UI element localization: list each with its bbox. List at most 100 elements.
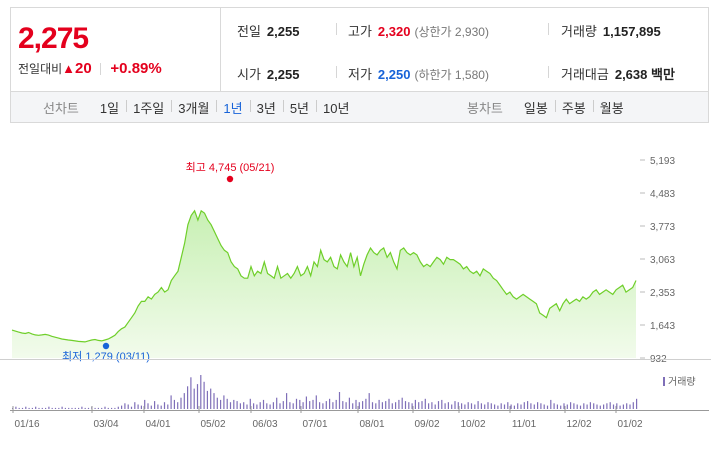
volume-bar <box>368 393 370 409</box>
volume-bar <box>543 404 545 409</box>
volume-bar <box>583 403 585 409</box>
x-axis-line <box>10 410 709 411</box>
volume-bar <box>21 407 24 409</box>
volume-bar <box>404 401 407 409</box>
volume-bar <box>58 407 60 409</box>
volume-bar <box>451 404 453 409</box>
volume-bar <box>609 402 611 409</box>
tab-5year[interactable]: 5년 <box>282 98 316 117</box>
volume-bar <box>160 405 162 409</box>
volume-bar <box>477 401 479 409</box>
volume-bar <box>94 407 96 409</box>
volume-bar <box>81 406 83 409</box>
tab-daily[interactable]: 일봉 <box>523 100 548 116</box>
volume-bar <box>497 405 499 409</box>
volume-bar <box>454 401 456 409</box>
volume-bar <box>378 399 380 409</box>
volume-bar <box>408 402 410 409</box>
volume-bar <box>553 403 555 409</box>
volume-bar <box>616 403 618 409</box>
volume-bar <box>15 406 17 409</box>
high-price: 고가 2,320 (상한가 2,930) <box>348 24 489 39</box>
volume-bar <box>269 404 271 409</box>
volume-bar <box>629 404 631 409</box>
tab-1year[interactable]: 1년 <box>216 98 249 117</box>
volume-bar <box>533 404 535 409</box>
volume-bar <box>546 405 549 409</box>
volume-bar <box>154 401 156 409</box>
up-triangle-icon: ▲ <box>62 61 76 76</box>
volume-bar <box>286 393 288 409</box>
volume-bar <box>358 402 360 409</box>
volume-bar <box>348 397 350 409</box>
volume-bar <box>484 404 486 409</box>
volume-bar <box>210 388 212 409</box>
y-tick-label: 3,773 <box>650 222 675 233</box>
tab-monthly[interactable]: 월봉 <box>592 98 631 117</box>
volume-bar <box>295 398 298 409</box>
volume-bar <box>206 390 208 409</box>
volume-bar <box>434 404 436 409</box>
volume-bar <box>507 402 509 409</box>
x-tick-label: 08/01 <box>359 419 384 430</box>
volume-bar <box>335 399 337 409</box>
volume-bar <box>500 403 502 409</box>
volume-bar <box>603 404 605 409</box>
price-series-line <box>11 209 637 343</box>
tab-3month[interactable]: 3개월 <box>171 98 216 117</box>
divider <box>100 63 102 75</box>
x-tick-label: 11/01 <box>512 419 537 430</box>
volume-bar <box>391 403 393 409</box>
high-annotation: 최고 4,745 (05/21) <box>186 161 275 174</box>
change-value: 20 <box>75 60 92 77</box>
volume-bar <box>200 375 202 409</box>
volume-bar <box>114 407 116 409</box>
volume-bar <box>266 403 268 409</box>
volume-bar <box>606 403 608 409</box>
volume-bar <box>579 405 582 409</box>
volume-bar <box>213 393 215 409</box>
volume-bar <box>573 403 575 409</box>
volume-bar <box>381 402 383 409</box>
volume-bar <box>428 403 430 409</box>
volume-bar <box>385 401 387 409</box>
volume-bar <box>292 403 294 409</box>
chart-divider <box>0 359 711 360</box>
current-price: 2,275 <box>18 22 89 55</box>
tab-1day[interactable]: 1일 <box>99 100 120 116</box>
volume-bar <box>74 407 76 409</box>
tab-10year[interactable]: 10년 <box>316 98 356 117</box>
volume-bar <box>216 397 218 409</box>
volume-bar <box>540 403 542 409</box>
tab-1week[interactable]: 1주일 <box>126 98 171 117</box>
volume-bar <box>31 407 33 409</box>
volume-bar <box>48 406 50 409</box>
volume-bar <box>530 403 532 409</box>
volume-bar <box>41 407 43 409</box>
volume-bar <box>371 402 374 409</box>
x-tick-label: 03/04 <box>93 419 118 430</box>
volume-bar <box>84 407 86 409</box>
volume-legend-swatch <box>663 377 665 386</box>
volume-bar <box>437 401 440 409</box>
change-percent: +0.89% <box>110 60 162 77</box>
volume-bar <box>315 395 317 409</box>
y-tick-label: 3,063 <box>650 255 675 266</box>
volume-bar <box>365 398 367 409</box>
volume-bar <box>570 402 572 409</box>
volume-bar <box>68 407 70 409</box>
volume-bar <box>117 406 119 409</box>
volume-bar <box>124 403 126 409</box>
x-tick-label: 12/02 <box>566 419 591 430</box>
tab-3year[interactable]: 3년 <box>249 98 283 117</box>
volume-bar <box>196 384 199 409</box>
volume-bar <box>586 404 588 409</box>
volume-bar <box>325 401 327 409</box>
y-tick-label: 5,193 <box>650 156 675 167</box>
volume-bar <box>289 402 291 409</box>
volume-bar <box>28 407 30 409</box>
volume-bar <box>576 404 578 409</box>
volume-bar <box>593 403 595 409</box>
tab-weekly[interactable]: 주봉 <box>554 98 593 117</box>
volume-bar <box>342 401 344 409</box>
